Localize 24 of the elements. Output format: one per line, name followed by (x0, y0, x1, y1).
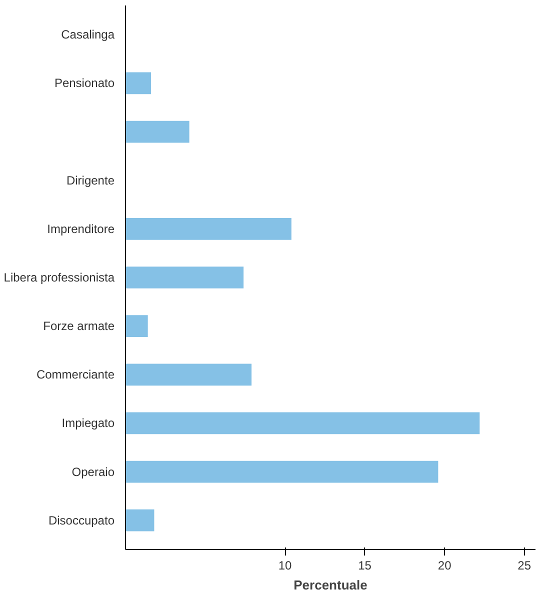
bar (126, 266, 244, 288)
x-axis-title: Percentuale (294, 578, 368, 592)
bar (126, 460, 438, 483)
x-tick-label: 10 (278, 558, 292, 572)
bar (126, 72, 152, 94)
y-tick-label: Casalinga (61, 28, 115, 42)
y-tick-label: Disoccupato (48, 513, 115, 528)
x-tick-label: 15 (358, 558, 372, 572)
y-tick-label: Operaio (72, 464, 115, 479)
bar (126, 218, 292, 240)
bar (126, 509, 154, 532)
y-tick-label: Libera professionista (4, 270, 115, 284)
y-tick-label: Imprenditore (47, 222, 115, 236)
bar (126, 315, 148, 337)
y-tick-label: Commerciante (36, 368, 115, 382)
bar (126, 412, 480, 434)
bar (126, 364, 252, 386)
x-tick-label: 25 (518, 558, 532, 572)
x-tick-label: 20 (438, 558, 452, 572)
y-tick-label: Forze armate (43, 319, 115, 334)
y-tick-label: Impiegato (62, 416, 115, 430)
y-tick-label: Pensionato (54, 76, 115, 90)
bar (126, 120, 190, 143)
y-tick-label: Dirigente (66, 173, 115, 188)
